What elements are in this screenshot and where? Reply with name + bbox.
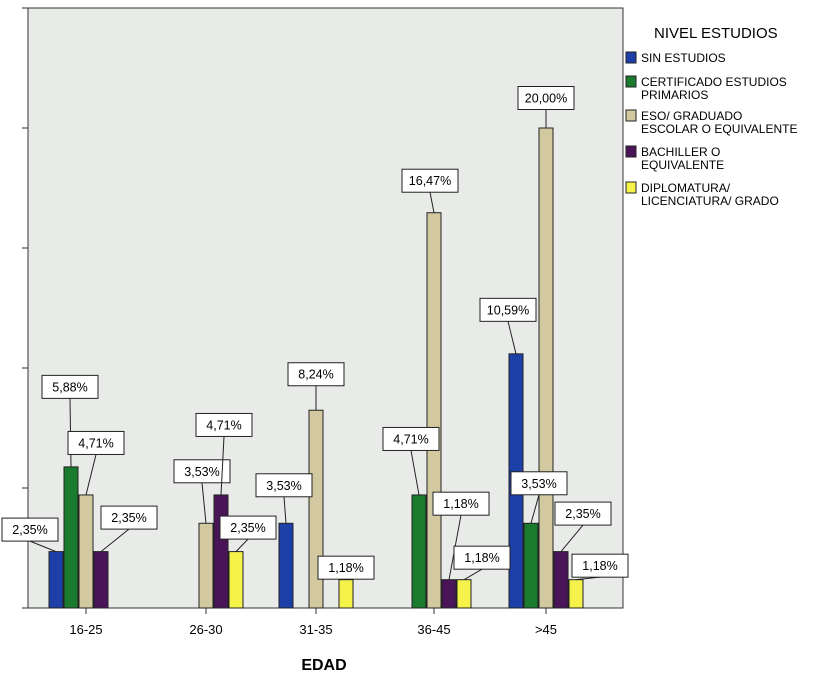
data-label: 8,24%	[298, 368, 333, 382]
data-label: 10,59%	[487, 303, 529, 317]
bar	[523, 522, 539, 609]
data-label: 20,00%	[525, 92, 567, 106]
bar	[213, 494, 229, 609]
data-label-leader	[29, 540, 57, 553]
data-label-box	[517, 86, 575, 110]
data-label-box	[401, 168, 459, 193]
legend-label: ESCOLAR O EQUIVALENTE	[641, 122, 798, 136]
legend-swatch	[625, 181, 637, 194]
data-label-leader	[530, 494, 540, 524]
legend-label: DIPLOMATURA/	[641, 181, 731, 195]
legend-swatch	[625, 145, 637, 158]
data-label-box	[453, 545, 511, 570]
data-label-leader	[283, 496, 287, 524]
data-label-leader	[429, 192, 435, 213]
bar	[426, 212, 442, 609]
legend: NIVEL ESTUDIOS SIN ESTUDIOS CERTIFICADO E…	[625, 25, 798, 208]
data-label-box	[195, 412, 253, 437]
data-label-box	[255, 473, 313, 498]
legend-label: CERTIFICADO ESTUDIOS	[641, 75, 787, 89]
data-label-leader	[220, 436, 225, 495]
data-label-box	[67, 430, 125, 455]
legend-label: EQUIVALENTE	[641, 158, 724, 172]
bar	[198, 522, 214, 609]
bar	[228, 551, 244, 609]
data-label-box	[287, 362, 345, 387]
x-tick-label: 16-25	[69, 622, 102, 637]
data-label-leader	[85, 454, 97, 496]
data-label-leader	[560, 524, 584, 552]
x-tick-label: 31-35	[299, 622, 332, 637]
bar	[441, 579, 457, 609]
data-label: 1,18%	[464, 551, 499, 565]
bar	[568, 579, 584, 609]
axes: 16-25 26-30 31-35 36-45 >45	[22, 7, 557, 637]
data-label-box	[317, 555, 375, 580]
x-axis-title: EDAD	[301, 657, 346, 674]
data-label-box	[173, 459, 231, 484]
data-label-box	[510, 471, 568, 496]
data-label-box	[100, 505, 158, 530]
data-label-box	[41, 374, 99, 399]
data-label-leader	[463, 568, 483, 581]
data-labels: 2,35% 3,53% 10,59% 5,88% 4,71% 3,53% 4,71% 3,53…	[1, 86, 629, 581]
legend-swatch	[625, 75, 637, 88]
legend-swatch	[625, 51, 637, 64]
data-label-box	[382, 426, 440, 451]
data-label-box	[479, 297, 537, 322]
data-label: 4,71%	[206, 418, 241, 432]
data-label: 1,18%	[328, 561, 363, 575]
data-label: 4,71%	[393, 432, 428, 446]
data-label-leader	[100, 528, 130, 552]
data-label: 2,35%	[230, 521, 265, 535]
data-label: 2,35%	[111, 511, 146, 525]
bar	[456, 579, 472, 609]
data-label: 5,88%	[52, 380, 87, 394]
legend-title: NIVEL ESTUDIOS	[654, 25, 778, 42]
legend-label: ESO/ GRADUADO	[641, 109, 742, 123]
x-tick-label: >45	[535, 622, 557, 637]
legend-label: LICENCIATURA/ GRADO	[641, 194, 779, 208]
data-label-leader	[410, 450, 420, 496]
data-label: 2,35%	[12, 523, 47, 537]
data-label-box	[432, 491, 490, 516]
bar	[553, 551, 569, 609]
bar	[48, 551, 64, 609]
legend-label: BACHILLER O	[641, 145, 720, 159]
data-label-leader	[201, 482, 207, 524]
data-label: 2,35%	[565, 507, 600, 521]
data-label-box	[219, 515, 277, 540]
data-label-box	[571, 553, 629, 578]
bar	[93, 551, 109, 609]
bar	[538, 127, 554, 609]
data-label-leader	[507, 321, 517, 354]
x-tick-label: 36-45	[417, 622, 450, 637]
data-label: 4,71%	[78, 436, 113, 450]
bar	[78, 494, 94, 609]
data-label: 3,53%	[521, 477, 556, 491]
x-tick-label: 26-30	[189, 622, 222, 637]
data-label: 16,47%	[409, 174, 451, 188]
bar	[411, 494, 427, 609]
data-label-leader	[235, 538, 249, 552]
data-label: 1,18%	[443, 497, 478, 511]
data-label: 1,18%	[582, 559, 617, 573]
data-label: 3,53%	[184, 465, 219, 479]
legend-swatch	[625, 109, 637, 122]
data-label-box	[1, 517, 59, 542]
data-label: 3,53%	[266, 479, 301, 493]
data-label-box	[554, 501, 612, 526]
legend-label: SIN ESTUDIOS	[641, 51, 726, 65]
bar	[63, 466, 79, 609]
bar	[338, 579, 354, 609]
legend-label: PRIMARIOS	[641, 88, 708, 102]
bar	[278, 522, 294, 609]
